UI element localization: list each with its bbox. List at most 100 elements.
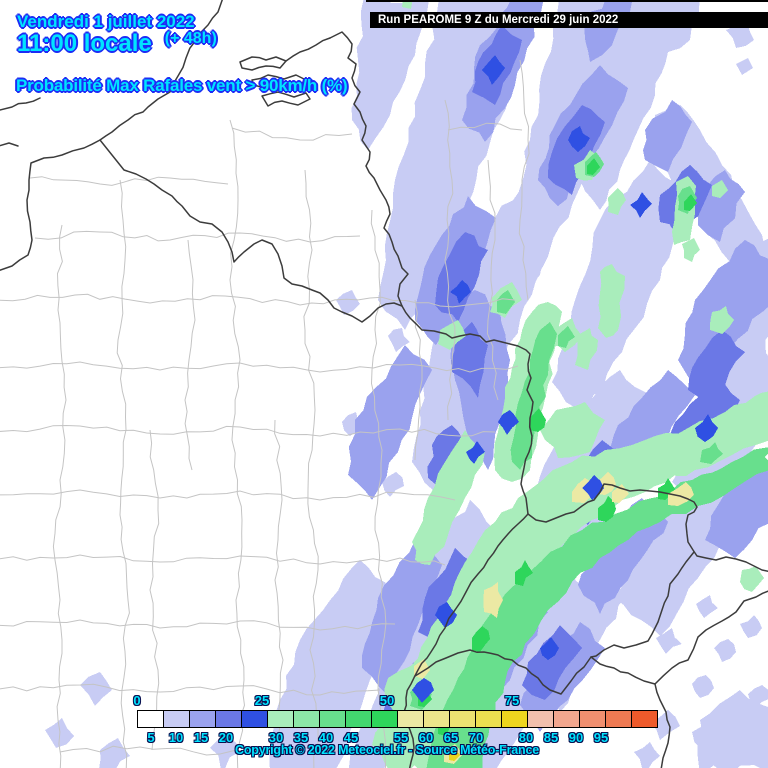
probability-area-e bbox=[608, 188, 626, 215]
switzerland-north-border bbox=[527, 483, 768, 573]
header-date: Vendredi 1 juillet 2022 bbox=[17, 12, 195, 31]
legend-label-25: 25 bbox=[254, 693, 270, 708]
legend-cell-35 bbox=[319, 710, 346, 728]
zeeland-island bbox=[261, 91, 311, 107]
probability-area-d bbox=[466, 441, 485, 464]
probability-area-a bbox=[388, 328, 410, 352]
department-borders bbox=[0, 59, 530, 768]
legend-cell-60 bbox=[449, 710, 476, 728]
legend-cell-15 bbox=[215, 710, 242, 728]
department-border-line bbox=[184, 239, 196, 471]
legend-color-scale bbox=[137, 710, 658, 728]
probability-area-h bbox=[668, 482, 694, 506]
probability-area-a bbox=[726, 25, 754, 48]
legend-label-95: 95 bbox=[593, 730, 609, 745]
probability-area-g bbox=[684, 194, 697, 211]
department-border-line bbox=[34, 230, 361, 243]
probability-area-d bbox=[482, 55, 505, 85]
probability-legend: Copyright © 2022 Meteociel.fr - Source M… bbox=[133, 694, 658, 757]
department-border-line bbox=[52, 224, 67, 768]
department-border-line bbox=[518, 59, 530, 301]
header-subtitle: Probabilité Max Rafales vent > 90km/h (%… bbox=[16, 76, 348, 95]
header-time: 11:00 locale (+ 48h) bbox=[17, 30, 217, 57]
estuary-coast bbox=[285, 37, 331, 62]
probability-area-e bbox=[438, 320, 466, 350]
probability-area-d bbox=[412, 678, 434, 703]
run-info-box: Run PEAROME 9 Z du Mercredi 29 juin 2022 bbox=[370, 12, 768, 28]
belgium-netherlands-border bbox=[329, 31, 409, 307]
probability-area-g bbox=[472, 626, 490, 652]
legend-cell-25 bbox=[267, 710, 294, 728]
probability-area-f bbox=[510, 322, 557, 470]
probability-area-b bbox=[643, 100, 692, 172]
department-border-line bbox=[231, 127, 353, 141]
probability-area-a bbox=[580, 0, 700, 210]
legend-label-70: 70 bbox=[468, 730, 484, 745]
legend-cell-95 bbox=[631, 710, 658, 728]
header-forecast-offset: (+ 48h) bbox=[164, 30, 217, 47]
probability-area-f bbox=[497, 290, 515, 314]
probability-area-f bbox=[558, 326, 575, 348]
legend-label-80: 80 bbox=[518, 730, 534, 745]
department-border-line bbox=[0, 293, 516, 308]
probability-area-a bbox=[714, 639, 736, 662]
legend-label-45: 45 bbox=[343, 730, 359, 745]
department-border-line bbox=[0, 489, 456, 501]
probability-area-e bbox=[710, 306, 734, 334]
department-border-line bbox=[447, 122, 523, 131]
legend-label-35: 35 bbox=[293, 730, 309, 745]
probability-area-c bbox=[522, 625, 582, 700]
probability-area-a bbox=[336, 290, 360, 315]
probability-area-a bbox=[697, 690, 768, 768]
legend-label-85: 85 bbox=[543, 730, 559, 745]
legend-cell-0 bbox=[137, 710, 164, 728]
department-border-line bbox=[274, 419, 284, 741]
probability-area-a bbox=[99, 738, 130, 768]
department-border-line bbox=[303, 169, 319, 768]
probability-area-g bbox=[587, 158, 600, 175]
probability-area-a bbox=[628, 573, 648, 595]
probability-area-e bbox=[740, 566, 764, 592]
probability-area-c bbox=[435, 232, 488, 322]
legend-label-20: 20 bbox=[218, 730, 234, 745]
department-border-line bbox=[149, 429, 160, 751]
probability-area-g bbox=[515, 560, 533, 586]
france-germany-border bbox=[401, 305, 534, 515]
probability-area-h bbox=[483, 582, 503, 618]
italy-border bbox=[654, 683, 671, 768]
department-border-line bbox=[0, 619, 396, 631]
probability-area-f bbox=[426, 447, 768, 768]
legend-label-10: 10 bbox=[168, 730, 184, 745]
legend-label-55: 55 bbox=[393, 730, 409, 745]
italy-border bbox=[590, 590, 768, 685]
probability-area-a bbox=[740, 615, 762, 638]
copyright-text: Copyright © 2022 Meteociel.fr - Source M… bbox=[235, 743, 539, 757]
probability-area-i bbox=[449, 749, 460, 761]
probability-area-b bbox=[348, 345, 432, 500]
probability-area-a bbox=[692, 675, 714, 698]
legend-label-30: 30 bbox=[268, 730, 284, 745]
legend-cell-30 bbox=[293, 710, 320, 728]
legend-cell-10 bbox=[189, 710, 216, 728]
department-border-line bbox=[0, 424, 496, 437]
probability-area-a bbox=[736, 58, 753, 75]
legend-cell-40 bbox=[345, 710, 372, 728]
legend-cell-55 bbox=[423, 710, 450, 728]
england-coast bbox=[0, 142, 19, 147]
probability-area-d bbox=[568, 126, 590, 152]
legend-label-15: 15 bbox=[193, 730, 209, 745]
legend-label-5: 5 bbox=[147, 730, 155, 745]
probability-area-e bbox=[540, 402, 605, 458]
legend-cell-50 bbox=[397, 710, 424, 728]
probability-area-d bbox=[435, 602, 457, 628]
probability-area-b bbox=[705, 462, 768, 558]
probability-area-e bbox=[575, 328, 598, 370]
probability-area-d bbox=[630, 192, 652, 218]
probability-area-a bbox=[696, 595, 718, 618]
department-border-line bbox=[0, 683, 381, 696]
probability-area-d bbox=[540, 637, 559, 660]
probability-area-e bbox=[712, 180, 728, 198]
header-time-value: 11:00 locale bbox=[17, 30, 152, 57]
legend-cell-20 bbox=[241, 710, 268, 728]
